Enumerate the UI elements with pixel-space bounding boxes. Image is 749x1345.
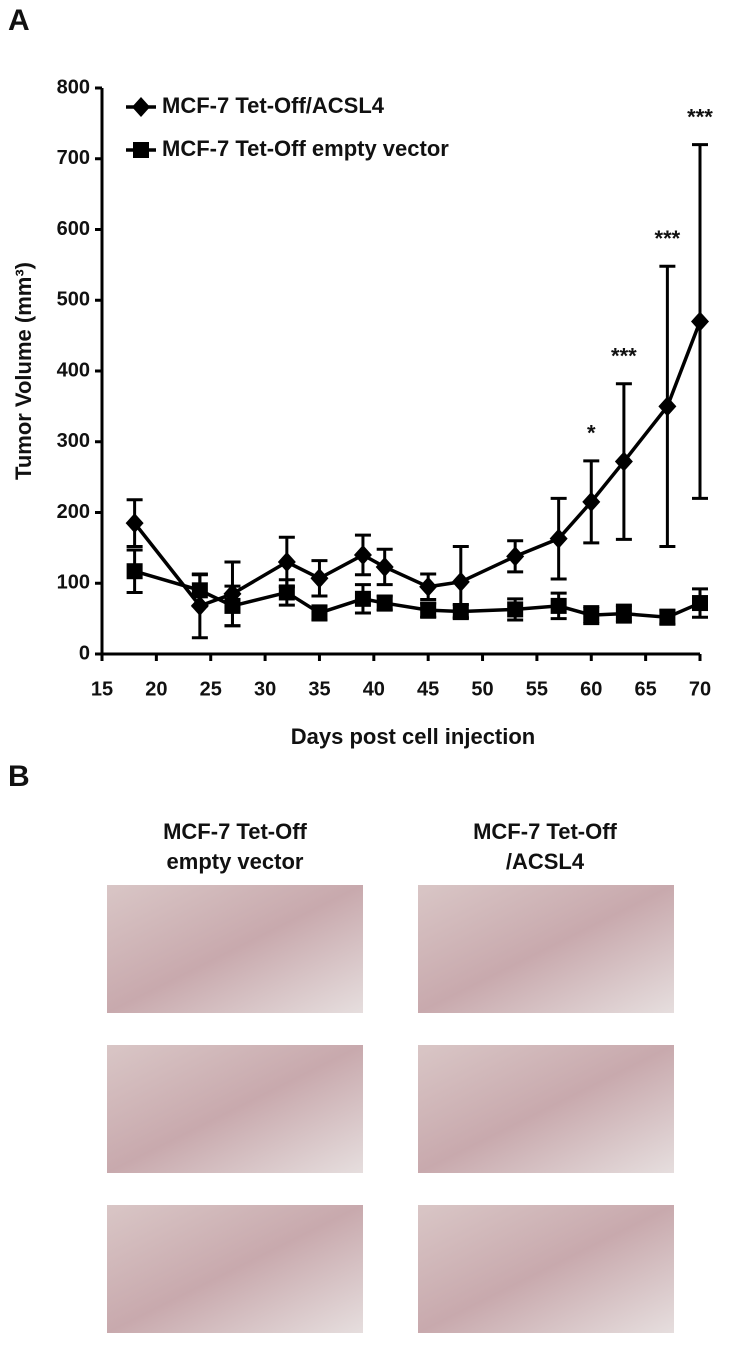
marker — [375, 556, 394, 577]
marker — [582, 491, 601, 512]
photo-column-header: MCF-7 Tet-Off — [473, 819, 617, 844]
marker — [126, 563, 143, 580]
marker — [420, 602, 437, 619]
marker — [224, 597, 241, 614]
marker — [507, 601, 524, 618]
x-tick-label: 15 — [91, 678, 113, 700]
marker — [615, 605, 632, 622]
photo — [107, 885, 363, 1013]
y-tick-label: 400 — [57, 359, 90, 381]
photo — [418, 885, 674, 1013]
marker — [353, 544, 372, 565]
marker — [191, 582, 208, 599]
marker — [549, 528, 568, 549]
x-tick-label: 55 — [526, 678, 548, 700]
legend-label: MCF-7 Tet-Off/ACSL4 — [162, 93, 385, 118]
marker — [550, 597, 567, 614]
legend-label: MCF-7 Tet-Off empty vector — [162, 136, 449, 161]
marker — [376, 595, 393, 612]
significance-label: * — [587, 421, 596, 446]
x-tick-label: 25 — [200, 678, 222, 700]
x-tick-label: 30 — [254, 678, 276, 700]
y-tick-label: 0 — [79, 642, 90, 664]
photo-column-header: /ACSL4 — [506, 849, 585, 874]
marker — [277, 552, 296, 573]
marker — [310, 568, 329, 589]
panel-label: B — [8, 760, 30, 793]
y-tick-label: 800 — [57, 76, 90, 98]
x-tick-label: 60 — [580, 678, 602, 700]
marker — [614, 451, 633, 472]
photo — [107, 1205, 363, 1333]
photo-column-header: empty vector — [167, 849, 304, 874]
marker — [278, 584, 295, 601]
marker — [452, 603, 469, 620]
y-tick-label: 100 — [57, 572, 90, 594]
marker — [506, 546, 525, 567]
x-tick-label: 65 — [635, 678, 657, 700]
marker — [132, 97, 150, 117]
marker — [125, 513, 144, 534]
marker — [311, 604, 328, 621]
x-tick-label: 50 — [471, 678, 493, 700]
marker — [658, 396, 677, 417]
y-tick-label: 700 — [57, 147, 90, 169]
y-tick-label: 300 — [57, 430, 90, 452]
marker — [419, 576, 438, 597]
photo — [418, 1205, 674, 1333]
significance-label: *** — [655, 226, 681, 251]
x-tick-label: 40 — [363, 678, 385, 700]
x-axis-label: Days post cell injection — [291, 724, 536, 749]
y-tick-label: 600 — [57, 218, 90, 240]
x-tick-label: 45 — [417, 678, 439, 700]
marker — [659, 609, 676, 626]
series-line — [134, 569, 701, 619]
marker — [691, 311, 709, 332]
marker — [692, 595, 708, 612]
marker — [583, 607, 600, 624]
photo — [418, 1045, 674, 1173]
y-axis-label: Tumor Volume (mm³) — [11, 262, 36, 480]
photo — [107, 1045, 363, 1173]
marker — [451, 571, 470, 592]
y-tick-label: 500 — [57, 289, 90, 311]
significance-label: *** — [687, 104, 713, 129]
x-tick-label: 35 — [308, 678, 330, 700]
x-tick-label: 20 — [145, 678, 167, 700]
photos — [107, 885, 674, 1333]
y-tick-label: 200 — [57, 501, 90, 523]
panel-label: A — [8, 4, 30, 37]
significance-label: *** — [611, 344, 637, 369]
x-tick-label: 70 — [689, 678, 711, 700]
photo-column-header: MCF-7 Tet-Off — [163, 819, 307, 844]
marker — [354, 590, 371, 607]
marker — [133, 142, 149, 158]
